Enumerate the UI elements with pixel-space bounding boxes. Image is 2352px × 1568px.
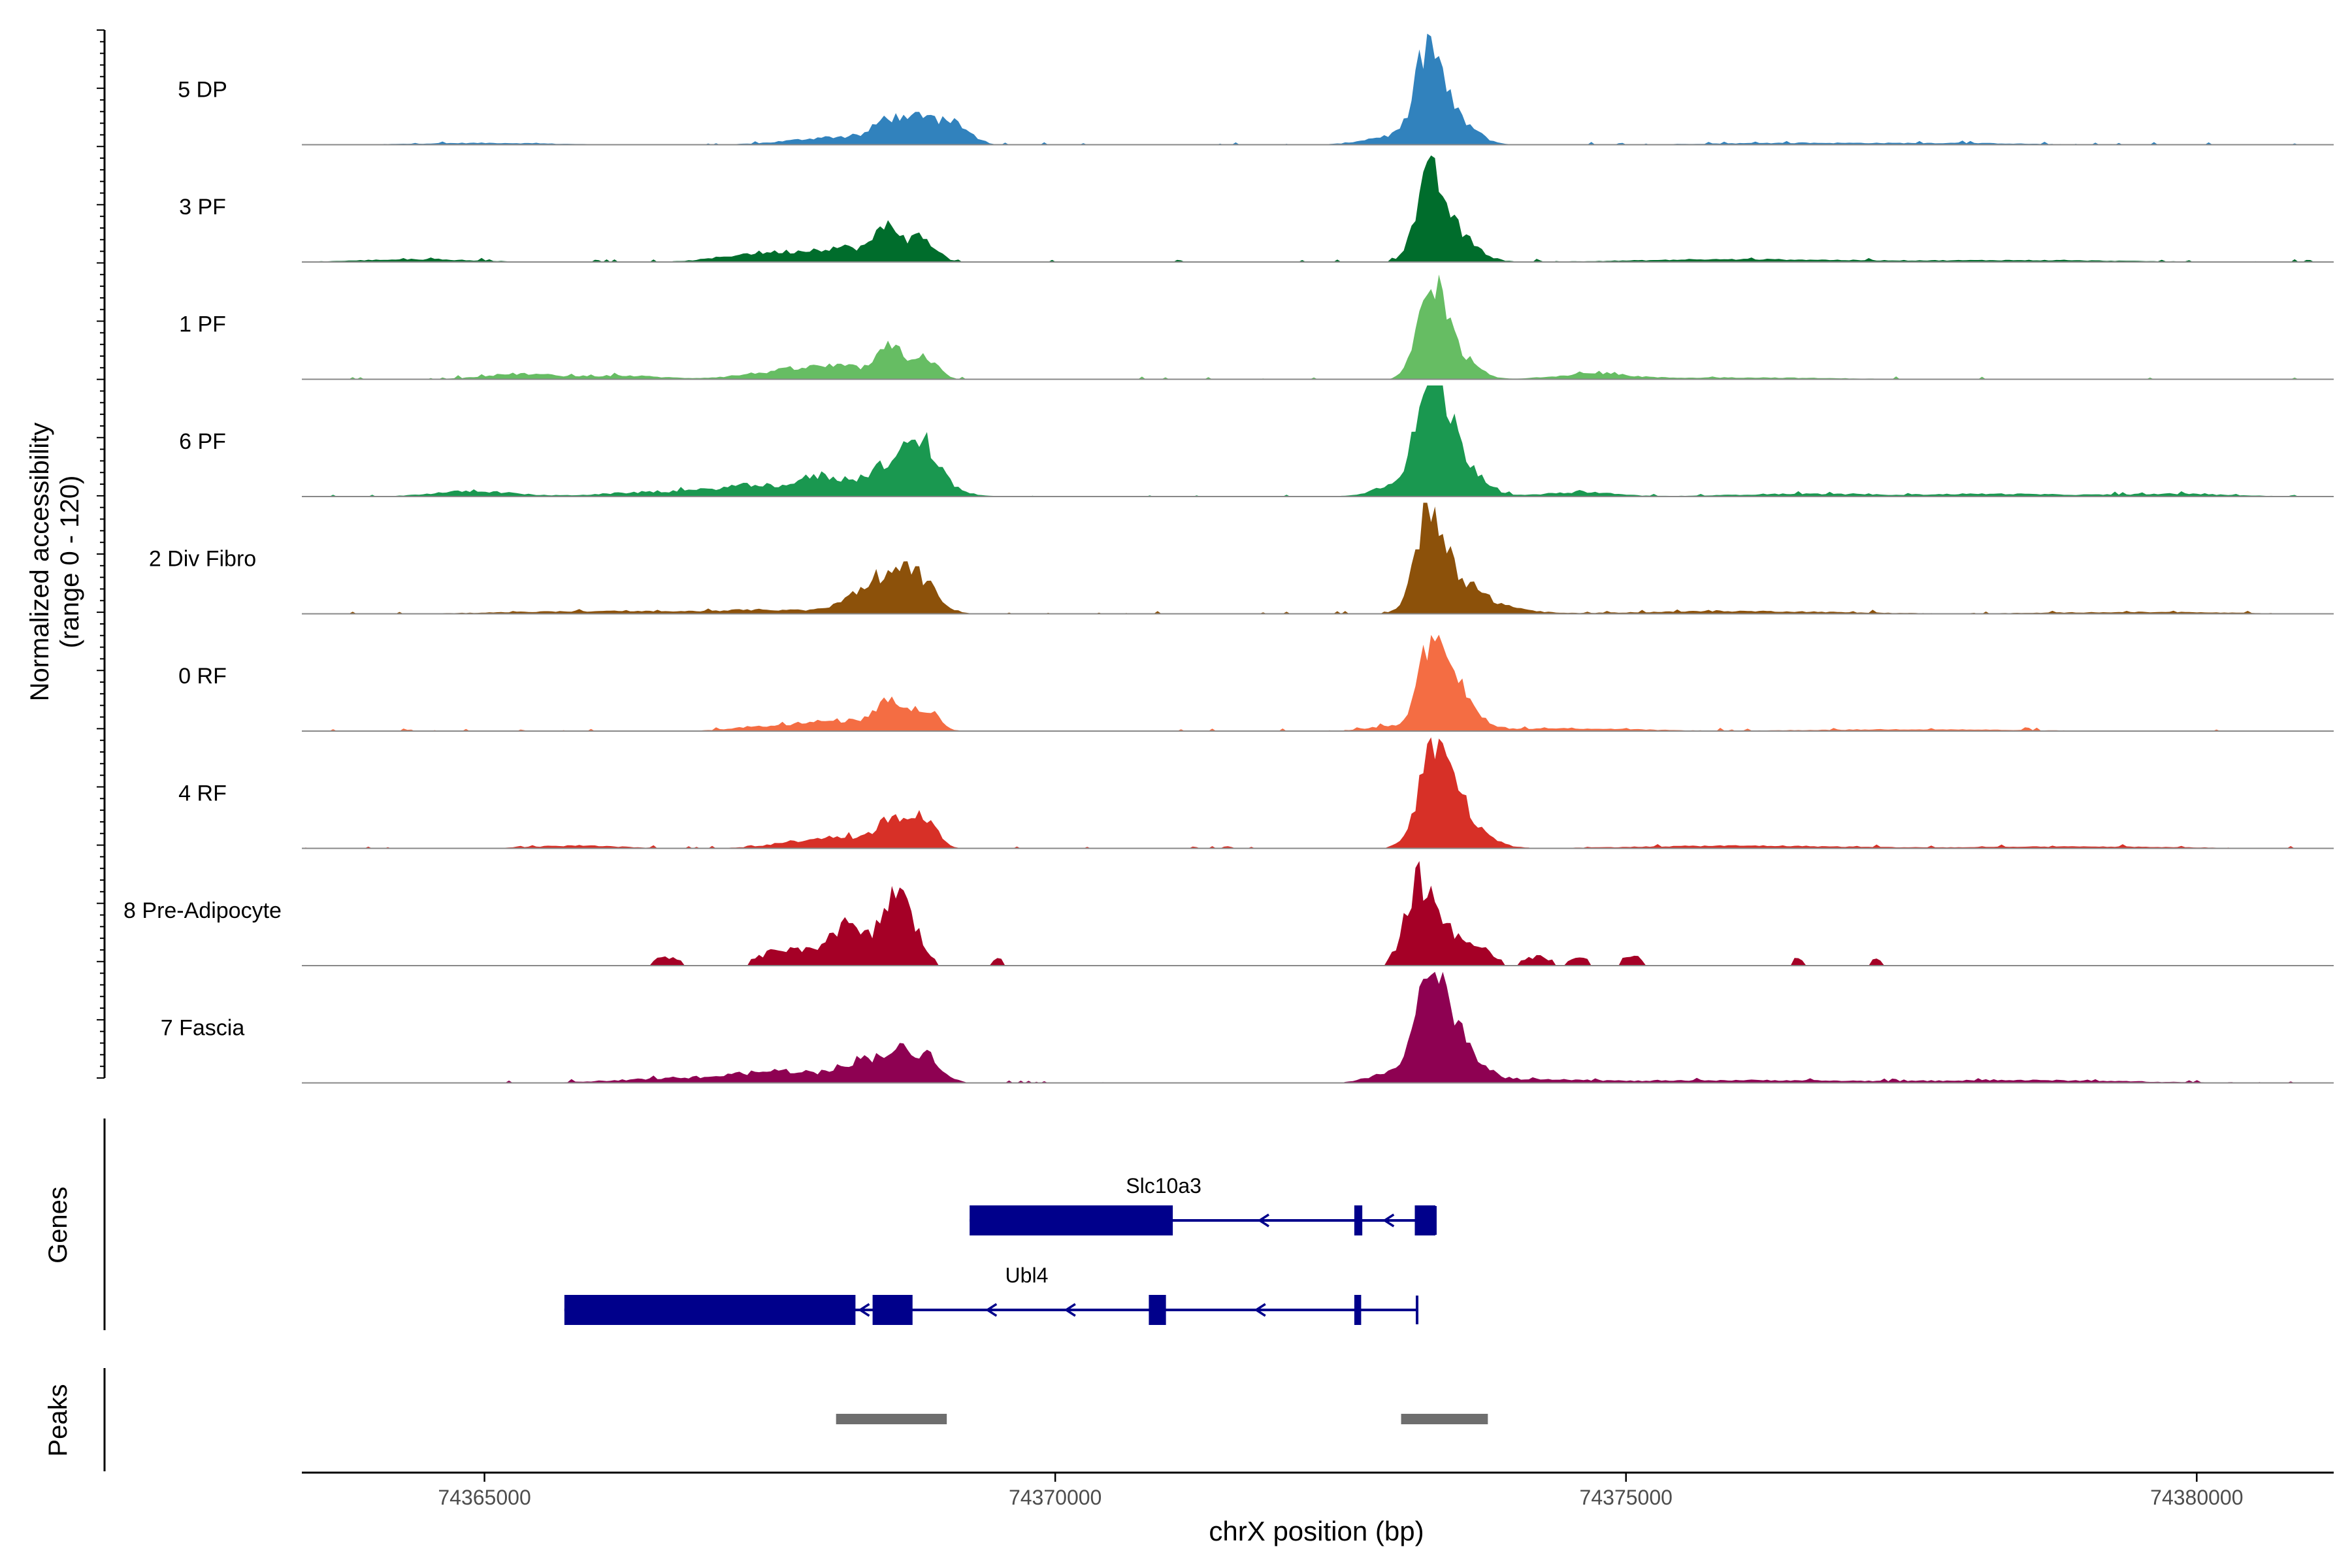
strand-arrow: [1254, 1303, 1266, 1317]
strand-arrow: [1064, 1303, 1076, 1317]
x-tick-label: 74380000: [2150, 1486, 2243, 1509]
gene-exon: [1354, 1295, 1362, 1325]
coverage-area-4-rf: [302, 737, 2334, 849]
track-label: 3 PF: [179, 195, 226, 220]
peak-region: [836, 1414, 947, 1424]
gene-exon: [970, 1205, 1173, 1235]
gene-slc10a3: Slc10a3: [970, 1174, 1437, 1235]
track-label: 5 DP: [178, 78, 227, 103]
y-axis-ticks: [97, 29, 105, 1079]
track-label: 4 RF: [178, 781, 227, 806]
track-label: 6 PF: [179, 429, 226, 454]
coverage-area-0-rf: [302, 634, 2334, 731]
x-tick-label: 74375000: [1580, 1486, 1673, 1509]
x-tick-label: 74365000: [438, 1486, 531, 1509]
coverage-area-6-pf: [302, 385, 2334, 497]
track-8-pre-adipocyte: 8 Pre-Adipocyte: [123, 860, 2334, 966]
gene-exon: [1149, 1295, 1166, 1325]
gene-exon: [564, 1295, 856, 1325]
track-2-div-fibro: 2 Div Fibro: [149, 502, 2334, 615]
coverage-area-2-div-fibro: [302, 502, 2334, 614]
track-7-fascia: 7 Fascia: [161, 972, 2334, 1084]
track-4-rf: 4 RF: [178, 737, 2334, 849]
track-label: 8 Pre-Adipocyte: [123, 898, 282, 923]
gene-ubl4: Ubl4: [564, 1264, 1419, 1325]
gene-name-label: Ubl4: [1005, 1264, 1049, 1287]
track-label: 2 Div Fibro: [149, 547, 256, 572]
coverage-area-8-pre-adipocyte: [302, 860, 2334, 966]
coverage-area-7-fascia: [302, 972, 2334, 1083]
strand-arrow: [858, 1303, 870, 1317]
track-label: 1 PF: [179, 312, 226, 337]
gene-exon: [872, 1295, 913, 1325]
coverage-area-1-pf: [302, 274, 2334, 380]
y-axis-title-line1: Normalized accessibility: [25, 423, 54, 702]
strand-arrow: [985, 1303, 998, 1317]
track-5-dp: 5 DP: [178, 33, 2334, 146]
peaks-track: [836, 1414, 1488, 1424]
x-axis-title: chrX position (bp): [1209, 1516, 1424, 1546]
track-1-pf: 1 PF: [179, 274, 2334, 380]
strand-arrow: [1257, 1213, 1269, 1228]
track-label: 0 RF: [178, 664, 227, 689]
coverage-area-3-pf: [302, 155, 2334, 262]
track-3-pf: 3 PF: [179, 155, 2334, 263]
peak-region: [1401, 1414, 1488, 1424]
gene-name-label: Slc10a3: [1126, 1174, 1201, 1198]
track-0-rf: 0 RF: [178, 634, 2334, 732]
y-axis-title-line2: (range 0 - 120): [56, 476, 84, 649]
x-tick-label: 74370000: [1009, 1486, 1102, 1509]
track-label: 7 Fascia: [161, 1016, 245, 1041]
peaks-track-label: Peaks: [44, 1384, 73, 1456]
coverage-area-5-dp: [302, 33, 2334, 145]
gene-exon: [1414, 1205, 1435, 1235]
gene-exon: [1354, 1205, 1363, 1235]
genes-track-label: Genes: [44, 1186, 73, 1264]
gene-annotation-track: Slc10a3 Ubl4: [564, 1174, 1437, 1325]
x-axis-ticks: 74365000 74370000 74375000 74380000: [438, 1473, 2244, 1509]
coverage-tracks: 5 DP 3 PF 1 PF 6 PF 2 Div Fibro 0 RF 4 RF 8 Pre…: [123, 33, 2334, 1084]
strand-arrow: [1382, 1213, 1395, 1228]
track-6-pf: 6 PF: [179, 385, 2334, 497]
